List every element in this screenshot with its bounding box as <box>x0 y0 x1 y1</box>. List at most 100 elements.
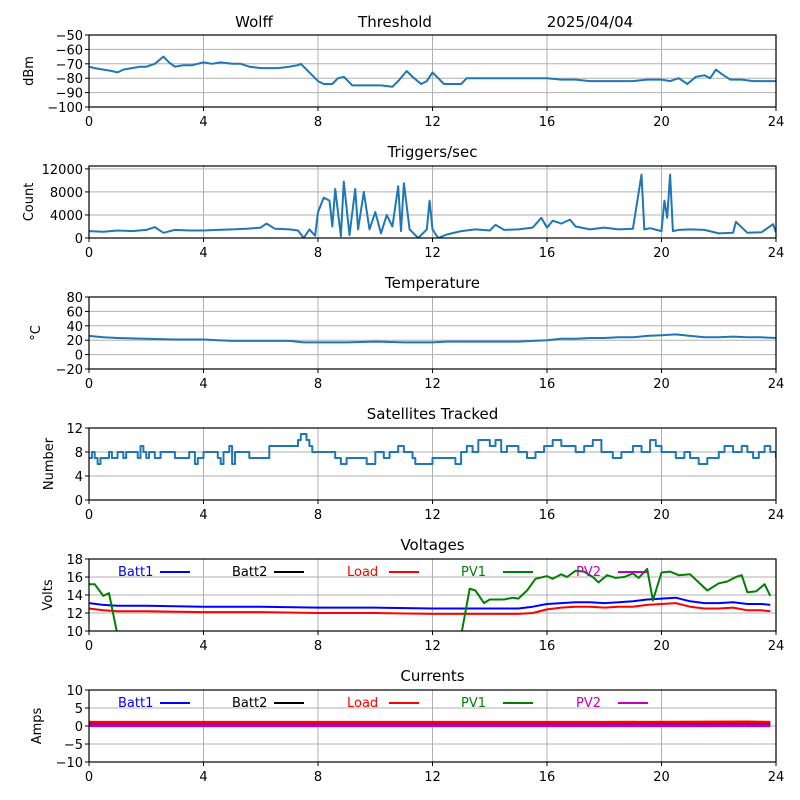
y-tick-label: 10 <box>66 684 83 699</box>
series-group <box>89 55 776 88</box>
x-tick-label: 0 <box>85 377 93 392</box>
x-tick-label: 16 <box>539 508 556 523</box>
series-line-temperature <box>89 333 776 344</box>
panel-signal: 0 4 8 12 16 20 24 −100−90−80−70−60−50 dBm <box>22 29 784 130</box>
y-tick-label: −70 <box>56 58 83 73</box>
series-group <box>89 567 772 631</box>
x-tick-label: 16 <box>539 377 556 392</box>
plot-frame <box>88 427 777 501</box>
panel-title: Currents <box>400 667 464 685</box>
legend-label-load: Load <box>347 565 378 580</box>
x-tick-label: 8 <box>314 246 322 261</box>
x-tick-label: 4 <box>199 246 207 261</box>
x-tick-label: 16 <box>539 770 556 785</box>
legend-label-batt2: Batt2 <box>232 696 267 711</box>
y-tick-label: 0 <box>75 720 83 735</box>
x-tick-label: 24 <box>768 508 785 523</box>
y-tick-label: 12000 <box>42 163 83 178</box>
series-line-batt1 <box>89 596 771 610</box>
x-tick-label: 12 <box>424 770 441 785</box>
series-line-satellites <box>89 433 776 465</box>
y-tick-label: 0 <box>75 494 83 509</box>
x-tick-label: 4 <box>199 115 207 130</box>
x-tick-label: 4 <box>199 770 207 785</box>
y-tick-label: −10 <box>56 756 83 771</box>
x-tick-label: 20 <box>653 508 670 523</box>
x-tick-label: 8 <box>314 770 322 785</box>
plot-frame <box>88 165 777 239</box>
y-tick-label: 0 <box>75 232 83 247</box>
series-line-triggers <box>89 173 776 238</box>
y-tick-label: 60 <box>66 305 83 320</box>
x-tick-label: 4 <box>199 639 207 654</box>
panel-title: Voltages <box>400 536 464 554</box>
mode-title: Threshold <box>357 13 432 31</box>
legend-label-batt1: Batt1 <box>118 565 153 580</box>
y-tick-label: −50 <box>56 29 83 44</box>
x-tick-label: 24 <box>768 770 785 785</box>
legend-label-batt1: Batt1 <box>118 696 153 711</box>
x-tick-label: 4 <box>199 377 207 392</box>
y-tick-label: 12 <box>66 607 83 622</box>
y-axis-label: °C <box>29 325 44 341</box>
panel-triggers: 0 4 8 12 16 20 24 0 4000 8000 12000 Count Triggers/s… <box>22 143 784 261</box>
panel-satellites: 0 4 8 12 16 20 24 0 4 8 12 Number Satellites Tracked <box>42 405 784 523</box>
y-tick-label: 4000 <box>50 209 83 224</box>
y-tick-label: 0 <box>75 349 83 364</box>
x-tick-label: 12 <box>424 508 441 523</box>
panel-title: Triggers/sec <box>387 143 478 161</box>
legend-label-pv1: PV1 <box>461 696 486 711</box>
y-tick-label: 8 <box>75 446 83 461</box>
x-tick-label: 16 <box>539 115 556 130</box>
y-tick-label: −60 <box>56 43 83 58</box>
legend-label-pv2: PV2 <box>576 565 601 580</box>
panel-title: Satellites Tracked <box>367 405 498 423</box>
plot-frame <box>88 34 777 108</box>
y-axis-label: Amps <box>30 707 45 744</box>
x-tick-label: 4 <box>199 508 207 523</box>
y-tick-label: 12 <box>66 422 83 437</box>
x-tick-label: 0 <box>85 770 93 785</box>
x-tick-label: 0 <box>85 639 93 654</box>
series-group <box>89 720 771 728</box>
x-tick-label: 12 <box>424 377 441 392</box>
series-line-load <box>89 602 771 615</box>
y-tick-label: 10 <box>66 625 83 640</box>
panel-title: Temperature <box>384 274 480 292</box>
x-tick-label: 20 <box>653 246 670 261</box>
legend-label-load: Load <box>347 696 378 711</box>
x-tick-label: 8 <box>314 377 322 392</box>
series-line-pv1 <box>89 567 772 631</box>
legend-label-batt2: Batt2 <box>232 565 267 580</box>
x-tick-label: 0 <box>85 508 93 523</box>
y-tick-label: 5 <box>75 702 83 717</box>
series-line-signal <box>89 55 776 88</box>
y-tick-label: 4 <box>75 470 83 485</box>
y-tick-label: 20 <box>66 334 83 349</box>
x-tick-label: 0 <box>85 246 93 261</box>
y-axis-label: Volts <box>41 579 56 611</box>
x-tick-label: 12 <box>424 639 441 654</box>
x-tick-label: 24 <box>768 377 785 392</box>
y-axis-label: Number <box>42 437 57 490</box>
legend-label-pv2: PV2 <box>576 696 601 711</box>
date-title: 2025/04/04 <box>547 13 633 31</box>
y-tick-label: −5 <box>64 738 83 753</box>
x-tick-label: 8 <box>314 115 322 130</box>
y-tick-label: 16 <box>66 571 83 586</box>
x-tick-label: 20 <box>653 115 670 130</box>
y-tick-label: −90 <box>56 87 83 102</box>
x-tick-label: 20 <box>653 377 670 392</box>
y-tick-label: −80 <box>56 72 83 87</box>
x-tick-label: 12 <box>424 246 441 261</box>
y-tick-label: 8000 <box>50 186 83 201</box>
x-tick-label: 20 <box>653 770 670 785</box>
x-tick-label: 24 <box>768 115 785 130</box>
station-title: Wolff <box>235 13 273 31</box>
plot-frame <box>88 558 777 632</box>
legend-label-pv1: PV1 <box>461 565 486 580</box>
y-tick-label: 18 <box>66 553 83 568</box>
